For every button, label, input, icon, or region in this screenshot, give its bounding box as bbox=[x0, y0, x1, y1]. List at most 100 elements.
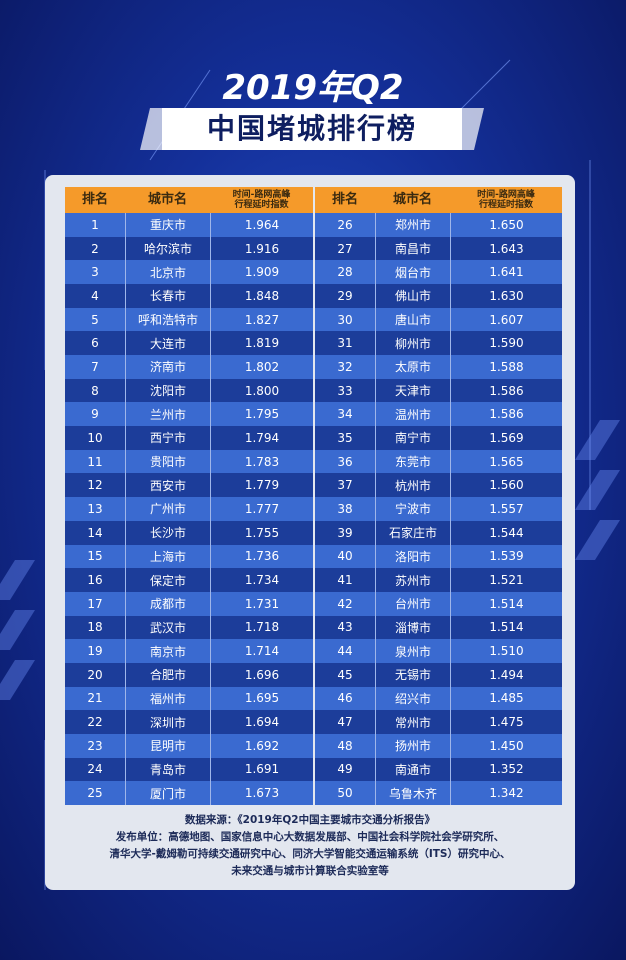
row-background bbox=[315, 781, 562, 805]
rank: 34 bbox=[337, 407, 353, 422]
delay-index: 1.588 bbox=[450, 355, 562, 379]
delay-index: 1.964 bbox=[210, 213, 313, 237]
delay-index: 1.557 bbox=[450, 497, 562, 521]
city: 南通市 bbox=[375, 757, 450, 782]
city: 天津市 bbox=[375, 378, 450, 403]
row-background bbox=[315, 449, 562, 474]
rank: 2 bbox=[91, 241, 99, 256]
delay-index: 1.514 bbox=[450, 591, 562, 616]
city: 福州市 bbox=[125, 686, 210, 711]
city: 深圳市 bbox=[125, 710, 210, 734]
rank: 12 bbox=[87, 478, 103, 493]
rank: 47 bbox=[337, 715, 353, 730]
city: 佛山市 bbox=[375, 284, 450, 308]
delay-index: 1.514 bbox=[450, 615, 562, 640]
city: 绍兴市 bbox=[375, 686, 450, 711]
city: 南昌市 bbox=[375, 236, 450, 261]
row-background bbox=[65, 497, 313, 521]
footer-line: 数据来源：《2019年Q2中国主要城市交通分析报告》 bbox=[184, 814, 436, 826]
row-background bbox=[315, 378, 562, 403]
column-header: 时间-路网高峰 行程延时指数 bbox=[450, 187, 562, 213]
delay-index: 1.691 bbox=[210, 757, 313, 782]
row-background bbox=[315, 615, 562, 640]
delay-index: 1.510 bbox=[450, 639, 562, 663]
rank: 28 bbox=[337, 265, 353, 280]
delay-index: 1.352 bbox=[450, 757, 562, 782]
delay-index: 1.643 bbox=[450, 236, 562, 261]
rank: 5 bbox=[91, 312, 99, 327]
city: 重庆市 bbox=[125, 213, 210, 237]
rank: 15 bbox=[87, 549, 103, 564]
footer-line: 清华大学-戴姆勒可持续交通研究中心、同济大学智能交通运输系统（ITS）研究中心、 bbox=[109, 848, 511, 860]
delay-index: 1.779 bbox=[210, 473, 313, 498]
city: 西宁市 bbox=[125, 426, 210, 450]
delay-index: 1.539 bbox=[450, 544, 562, 569]
row-background bbox=[65, 355, 313, 379]
rank: 42 bbox=[337, 596, 353, 611]
delay-index: 1.485 bbox=[450, 686, 562, 711]
row-background bbox=[65, 520, 313, 545]
city: 淄博市 bbox=[375, 615, 450, 640]
city: 大连市 bbox=[125, 331, 210, 356]
row-background bbox=[315, 591, 562, 616]
city: 扬州市 bbox=[375, 733, 450, 758]
rank: 13 bbox=[87, 501, 103, 516]
delay-index: 1.560 bbox=[450, 473, 562, 498]
city: 北京市 bbox=[125, 260, 210, 285]
city: 柳州市 bbox=[375, 331, 450, 356]
year-title: 2019年Q2 bbox=[222, 68, 404, 108]
city: 沈阳市 bbox=[125, 378, 210, 403]
rank: 40 bbox=[337, 549, 353, 564]
rank: 43 bbox=[337, 620, 353, 635]
city: 宁波市 bbox=[375, 497, 450, 521]
column-header: 排名 bbox=[331, 191, 358, 207]
delay-index: 1.848 bbox=[210, 284, 313, 308]
city: 杭州市 bbox=[375, 473, 450, 498]
delay-index: 1.590 bbox=[450, 331, 562, 356]
column-header-line: 行程延时指数 bbox=[478, 200, 533, 210]
column-header: 排名 bbox=[81, 191, 108, 207]
city: 长春市 bbox=[125, 284, 210, 308]
rank: 25 bbox=[87, 786, 103, 801]
rank: 48 bbox=[337, 738, 353, 753]
rank: 19 bbox=[87, 644, 103, 659]
delay-index: 1.450 bbox=[450, 733, 562, 758]
city: 西安市 bbox=[125, 473, 210, 498]
city: 乌鲁木齐 bbox=[375, 781, 450, 805]
city: 无锡市 bbox=[375, 662, 450, 687]
delay-index: 1.342 bbox=[450, 781, 562, 805]
rank: 16 bbox=[87, 573, 103, 588]
row-background bbox=[315, 710, 562, 734]
row-background bbox=[65, 615, 313, 640]
delay-index: 1.607 bbox=[450, 307, 562, 332]
city: 常州市 bbox=[375, 710, 450, 734]
city: 洛阳市 bbox=[375, 544, 450, 569]
rank: 49 bbox=[337, 762, 353, 777]
rank: 31 bbox=[337, 336, 353, 351]
row-background bbox=[65, 568, 313, 592]
rank: 20 bbox=[87, 667, 103, 682]
column-header: 时间-路网高峰 行程延时指数 bbox=[210, 187, 313, 213]
delay-index: 1.734 bbox=[210, 568, 313, 592]
rank: 24 bbox=[87, 762, 103, 777]
row-background bbox=[65, 591, 313, 616]
row-background bbox=[65, 426, 313, 450]
delay-index: 1.802 bbox=[210, 355, 313, 379]
city: 广州市 bbox=[125, 497, 210, 521]
column-header: 城市名 bbox=[392, 191, 432, 207]
row-background bbox=[65, 781, 313, 805]
row-background bbox=[65, 757, 313, 782]
city: 唐山市 bbox=[375, 307, 450, 332]
row-background bbox=[315, 402, 562, 427]
row-background bbox=[65, 402, 313, 427]
footer-line: 发布单位：高德地图、国家信息中心大数据发展部、中国社会科学院社会学研究所、 bbox=[115, 831, 505, 843]
delay-index: 1.494 bbox=[450, 662, 562, 687]
city: 上海市 bbox=[125, 544, 210, 569]
title: 中国堵城排行榜 bbox=[206, 112, 417, 145]
delay-index: 1.544 bbox=[450, 520, 562, 545]
row-background bbox=[315, 260, 562, 285]
row-background bbox=[315, 426, 562, 450]
delay-index: 1.475 bbox=[450, 710, 562, 734]
city: 泉州市 bbox=[375, 639, 450, 663]
delay-index: 1.731 bbox=[210, 591, 313, 616]
